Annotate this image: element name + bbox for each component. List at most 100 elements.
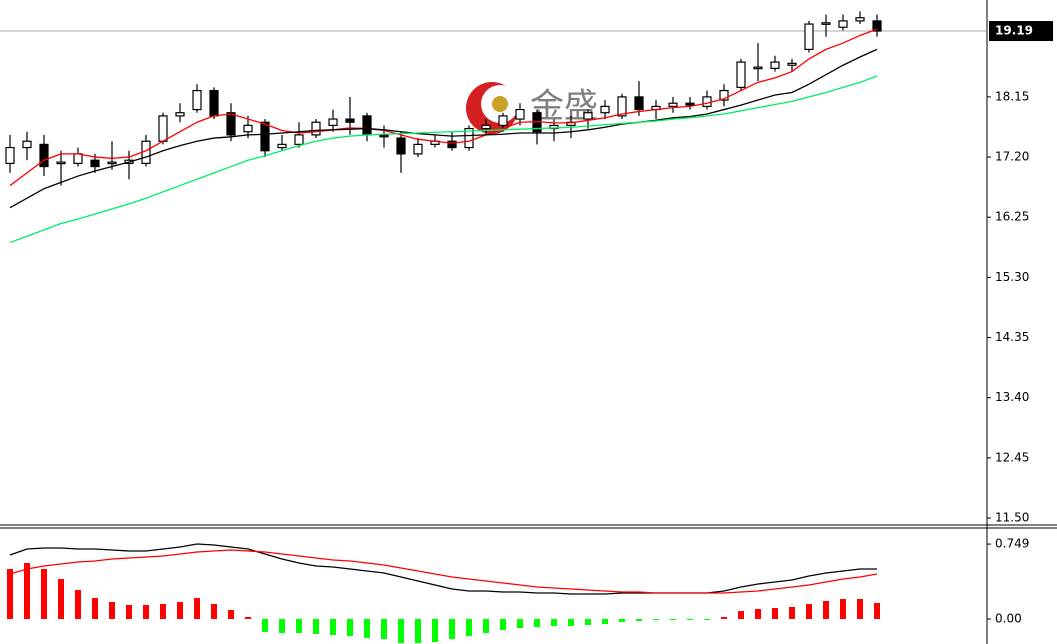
candle-body xyxy=(294,134,304,145)
histogram-bar xyxy=(75,590,81,619)
histogram-bar xyxy=(245,617,251,619)
candle-body xyxy=(583,112,593,120)
candle-body xyxy=(617,96,627,117)
histogram-bar xyxy=(653,619,659,620)
candle-body xyxy=(855,17,865,22)
candle-body xyxy=(413,143,423,155)
histogram-bar xyxy=(330,619,336,635)
last-price-box xyxy=(989,21,1053,42)
indicator-line xyxy=(9,48,878,209)
candle-body xyxy=(243,124,253,133)
histogram-bar xyxy=(823,601,829,619)
histogram-bar xyxy=(789,607,795,619)
candle-body xyxy=(209,89,219,117)
candle-body xyxy=(396,137,406,155)
histogram-bar xyxy=(534,619,540,627)
candle-body xyxy=(260,121,270,152)
y-tick-label: 11.50 xyxy=(995,511,1029,525)
candle-body xyxy=(736,61,746,88)
candle-body xyxy=(362,115,372,136)
histogram-bar xyxy=(7,569,13,619)
histogram-bar xyxy=(670,619,676,620)
histogram-bar xyxy=(602,619,608,624)
candle-body xyxy=(702,96,712,107)
histogram-bar xyxy=(313,619,319,634)
histogram-bar xyxy=(551,619,557,626)
histogram-bar xyxy=(347,619,353,636)
candle-body xyxy=(600,105,610,114)
candle-body xyxy=(328,118,338,126)
y-tick-label: 0.749 xyxy=(995,537,1029,551)
y-tick-label: 0.00 xyxy=(995,612,1022,626)
histogram-bar xyxy=(772,608,778,619)
candle-body xyxy=(685,102,695,106)
histogram-bar xyxy=(806,604,812,619)
histogram-bar xyxy=(194,598,200,619)
candle-body xyxy=(481,124,491,130)
candle-body xyxy=(634,96,644,111)
candle-body xyxy=(192,89,202,111)
histogram-bar xyxy=(143,605,149,619)
candle-body xyxy=(277,143,287,149)
candle-body xyxy=(719,89,729,101)
histogram-bar xyxy=(92,598,98,619)
candle-body xyxy=(175,112,185,117)
candle-body xyxy=(73,153,83,164)
histogram-bar xyxy=(364,619,370,638)
histogram-bar xyxy=(738,611,744,619)
histogram-bar xyxy=(857,599,863,619)
histogram-bar xyxy=(840,599,846,619)
histogram-bar xyxy=(755,609,761,619)
y-tick-label: 17.20 xyxy=(995,150,1029,164)
candle-body xyxy=(498,115,508,126)
histogram-bar xyxy=(126,605,132,619)
y-tick-label: 16.25 xyxy=(995,210,1029,224)
histogram-bar xyxy=(449,619,455,639)
histogram-bar xyxy=(296,619,302,633)
candle-body xyxy=(804,23,814,50)
histogram-bar xyxy=(211,604,217,619)
histogram-bar xyxy=(262,619,268,632)
candle-body xyxy=(56,161,66,165)
histogram-bar xyxy=(721,617,727,619)
candle-body xyxy=(107,161,117,165)
candle-body xyxy=(226,112,236,136)
last-price-label: 19.19 xyxy=(995,24,1033,38)
histogram-bar xyxy=(636,619,642,621)
histogram-bar xyxy=(228,610,234,619)
candle-body xyxy=(821,22,831,25)
histogram-bar xyxy=(415,619,421,643)
histogram-bar xyxy=(381,619,387,639)
histogram-bar xyxy=(24,563,30,619)
histogram-bar xyxy=(874,603,880,619)
candles xyxy=(5,11,882,186)
logo xyxy=(492,96,508,112)
y-tick-label: 15.30 xyxy=(995,270,1029,284)
histogram-bar xyxy=(687,619,693,620)
indicator-line xyxy=(9,28,878,187)
histogram-bar xyxy=(466,619,472,636)
histogram-bar xyxy=(109,602,115,619)
candle-body xyxy=(515,108,525,120)
y-tick-label: 18.15 xyxy=(995,89,1029,103)
indicator-line xyxy=(9,543,877,595)
candle-body xyxy=(345,118,355,123)
indicator-line xyxy=(9,75,878,244)
candle-body xyxy=(22,140,32,149)
candle-body xyxy=(5,146,15,164)
histogram-bar xyxy=(483,619,489,633)
y-tick-label: 12.45 xyxy=(995,450,1029,464)
histogram-bar xyxy=(585,619,591,625)
candle-body xyxy=(39,143,49,168)
histogram-bar xyxy=(160,604,166,619)
candle-body xyxy=(872,20,882,32)
candle-body xyxy=(90,159,100,168)
histogram-bar xyxy=(704,619,710,620)
histogram-bar xyxy=(568,619,574,626)
histogram-bar xyxy=(500,619,506,630)
histogram-bar xyxy=(177,602,183,619)
y-tick-label: 14.35 xyxy=(995,330,1029,344)
candle-body xyxy=(770,61,780,69)
histogram-bar xyxy=(517,619,523,628)
